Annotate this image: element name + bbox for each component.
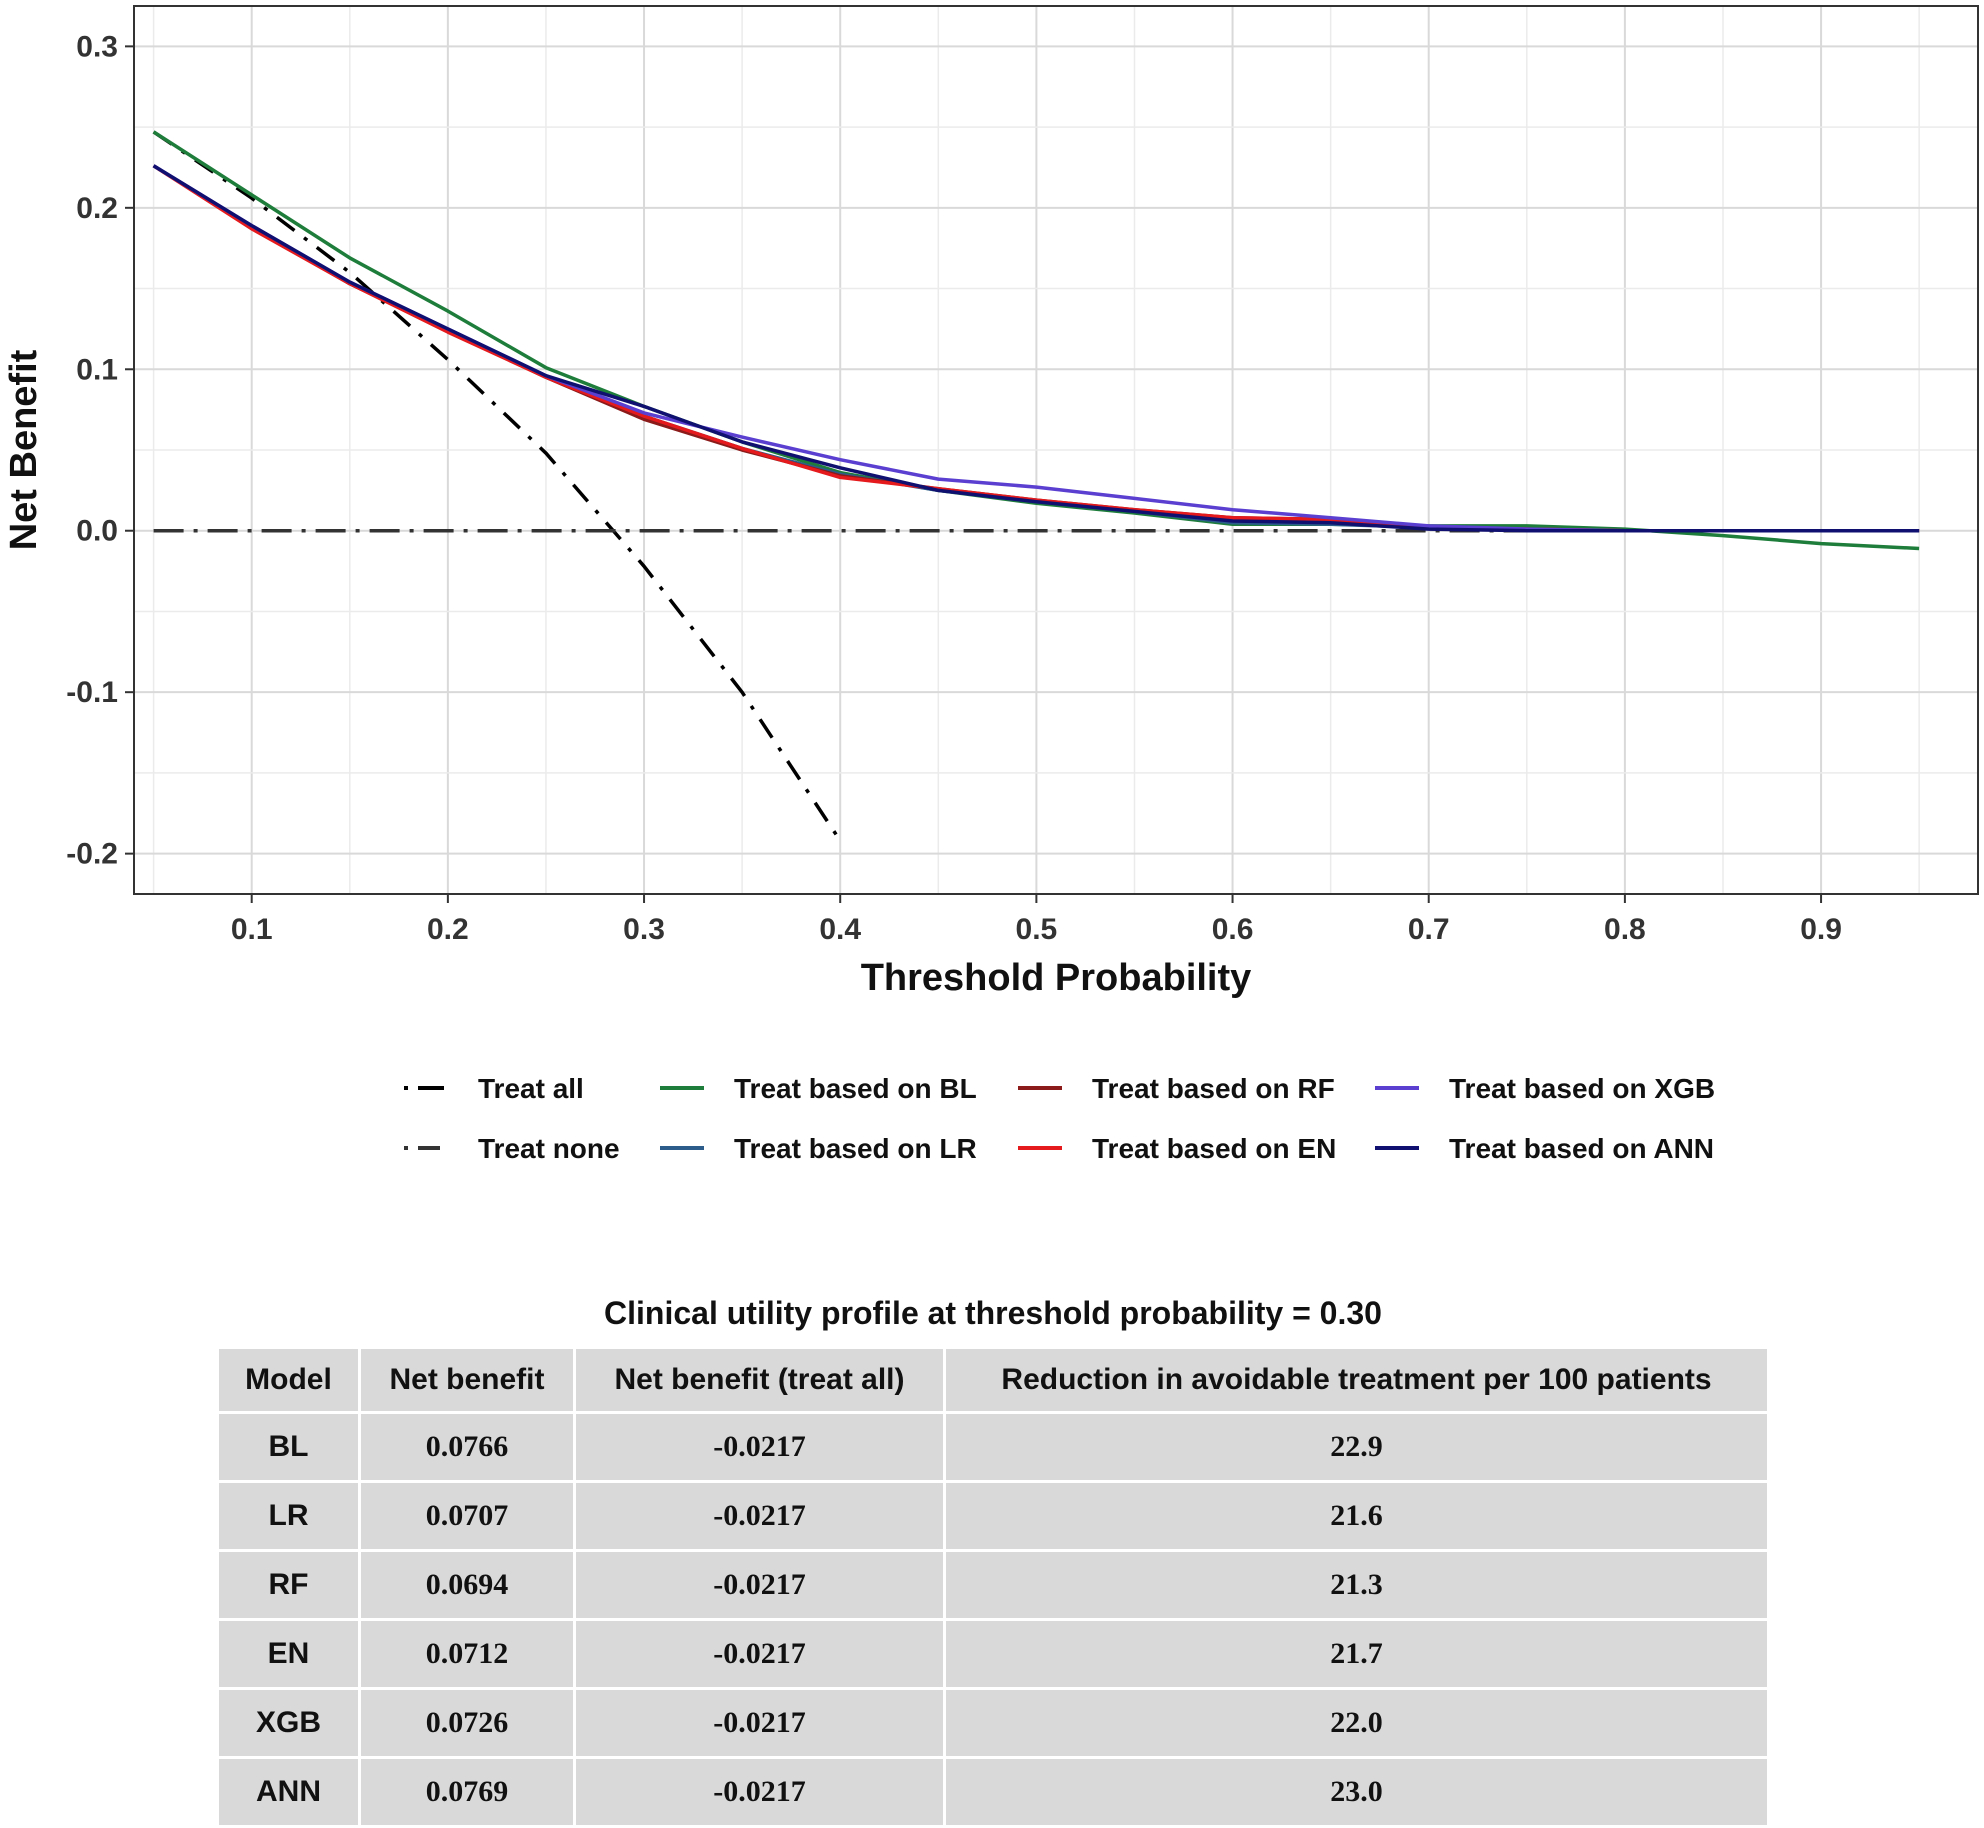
axis-ticks: 0.1 0.2 0.3 0.4 0.5 0.6 0.7 0.8 0.9 -0.2 -0.1 0.0 0.… <box>66 30 1842 946</box>
y-tick-label: 0.1 <box>76 353 118 386</box>
model-cell: EN <box>219 1621 358 1687</box>
x-tick-label: 0.2 <box>427 913 469 946</box>
clinical-utility-table-section: Clinical utility profile at threshold pr… <box>216 1295 1770 1828</box>
grid-lines <box>134 6 1978 894</box>
table-cell: -0.0217 <box>576 1414 943 1480</box>
legend: Treat all Treat none Treat based on BL Trea… <box>404 1073 1715 1164</box>
table-row: EN 0.0712 -0.0217 21.7 <box>219 1621 1767 1687</box>
x-tick-label: 0.6 <box>1212 913 1254 946</box>
table-header-row: Model Net benefit Net benefit (treat all) R… <box>219 1349 1767 1411</box>
table-row: BL 0.0766 -0.0217 22.9 <box>219 1414 1767 1480</box>
table-cell: 22.9 <box>946 1414 1767 1480</box>
table-header-cell: Net benefit (treat all) <box>576 1349 943 1411</box>
clinical-utility-table: Model Net benefit Net benefit (treat all) R… <box>216 1346 1770 1828</box>
x-tick-label: 0.9 <box>1800 913 1842 946</box>
x-tick-label: 0.3 <box>623 913 665 946</box>
table-cell: -0.0217 <box>576 1690 943 1756</box>
series-line-treat-based-on-ann <box>152 164 1920 533</box>
y-tick-label: -0.2 <box>66 838 118 871</box>
table-cell: -0.0217 <box>576 1621 943 1687</box>
x-axis-title: Threshold Probability <box>861 957 1252 999</box>
table-header-cell: Reduction in avoidable treatment per 100… <box>946 1349 1767 1411</box>
table-cell: 0.0726 <box>361 1690 573 1756</box>
y-tick-label: 0.3 <box>76 30 118 63</box>
x-tick-label: 0.8 <box>1604 913 1646 946</box>
table-cell: -0.0217 <box>576 1759 943 1825</box>
table-row: XGB 0.0726 -0.0217 22.0 <box>219 1690 1767 1756</box>
table-row: LR 0.0707 -0.0217 21.6 <box>219 1483 1767 1549</box>
legend-label-treat-based-on-bl: Treat based on BL <box>734 1073 977 1104</box>
model-cell: XGB <box>219 1690 358 1756</box>
table-cell: 0.0707 <box>361 1483 573 1549</box>
model-cell: LR <box>219 1483 358 1549</box>
table-row: ANN 0.0769 -0.0217 23.0 <box>219 1759 1767 1825</box>
table-row: RF 0.0694 -0.0217 21.3 <box>219 1552 1767 1618</box>
model-cell: BL <box>219 1414 358 1480</box>
series-lines <box>152 130 1920 842</box>
model-cell: ANN <box>219 1759 358 1825</box>
legend-label-treat-based-on-lr: Treat based on LR <box>734 1133 977 1164</box>
table-header-cell: Model <box>219 1349 358 1411</box>
x-tick-label: 0.1 <box>231 913 273 946</box>
legend-label-treat-based-on-xgb: Treat based on XGB <box>1449 1073 1715 1104</box>
table-cell: 21.6 <box>946 1483 1767 1549</box>
table-header-cell: Net benefit <box>361 1349 573 1411</box>
model-cell: RF <box>219 1552 358 1618</box>
table-cell: 0.0712 <box>361 1621 573 1687</box>
table-cell: -0.0217 <box>576 1483 943 1549</box>
legend-label-treat-based-on-en: Treat based on EN <box>1092 1133 1336 1164</box>
y-tick-label: 0.0 <box>76 515 118 548</box>
table-cell: 0.0769 <box>361 1759 573 1825</box>
x-tick-label: 0.5 <box>1016 913 1058 946</box>
decision-curve-chart: 0.1 0.2 0.3 0.4 0.5 0.6 0.7 0.8 0.9 -0.2 -0.1 0.0 0.… <box>3 5 1979 1164</box>
plot-panel-border <box>133 5 1979 895</box>
x-tick-label: 0.7 <box>1408 913 1450 946</box>
table-cell: 21.3 <box>946 1552 1767 1618</box>
y-axis-title: Net Benefit <box>3 349 45 550</box>
legend-label-treat-based-on-rf: Treat based on RF <box>1092 1073 1335 1104</box>
legend-label-treat-based-on-ann: Treat based on ANN <box>1449 1133 1714 1164</box>
table-title: Clinical utility profile at threshold pr… <box>604 1295 1382 1331</box>
table-cell: -0.0217 <box>576 1552 943 1618</box>
table-cell: 23.0 <box>946 1759 1767 1825</box>
x-tick-label: 0.4 <box>819 913 861 946</box>
series-line-treat-all <box>152 130 842 842</box>
y-tick-label: 0.2 <box>76 192 118 225</box>
table-cell: 0.0694 <box>361 1552 573 1618</box>
table-cell: 21.7 <box>946 1621 1767 1687</box>
table-cell: 22.0 <box>946 1690 1767 1756</box>
legend-label-treat-all: Treat all <box>478 1073 584 1104</box>
legend-label-treat-none: Treat none <box>478 1133 620 1164</box>
table-cell: 0.0766 <box>361 1414 573 1480</box>
y-tick-label: -0.1 <box>66 676 118 709</box>
